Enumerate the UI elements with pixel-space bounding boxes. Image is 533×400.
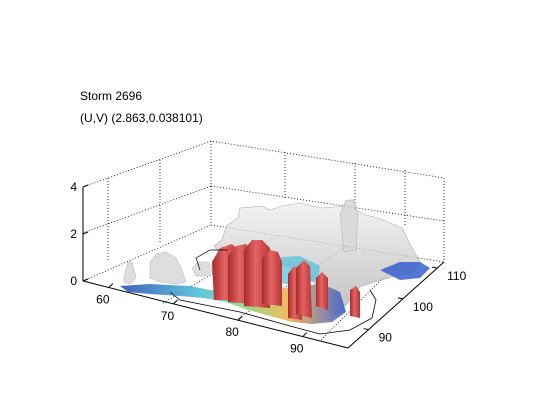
- x-tick-label: 70: [161, 309, 175, 323]
- x-tick-mark: [302, 332, 308, 337]
- x-tick-mark: [237, 315, 243, 321]
- axis-ticks: 0 2 4 60 70 80 90 90 100 110: [70, 180, 466, 356]
- scene: [82, 140, 445, 349]
- back-grid: [82, 140, 445, 262]
- coastline: [169, 289, 377, 335]
- x-tick-label: 60: [96, 293, 110, 307]
- z-tick-mark: [82, 231, 89, 235]
- z-tick-mark: [82, 184, 89, 188]
- x-tick-label: 90: [290, 342, 304, 356]
- y-tick-mark: [363, 328, 369, 331]
- x-tick-mark: [173, 299, 178, 305]
- y-tick-label: 100: [413, 300, 433, 314]
- gray-isosurface: [123, 199, 421, 317]
- y-tick-mark: [397, 297, 403, 300]
- y-tick-label: 90: [379, 331, 393, 345]
- z-tick-label: 2: [70, 227, 77, 241]
- x-tick-label: 80: [225, 325, 239, 339]
- z-tick-mark: [82, 278, 89, 282]
- chart-title-line-1: Storm 2696: [80, 89, 143, 103]
- y-tick-mark: [432, 266, 438, 269]
- chart-title-line-2: (U,V) (2.863,0.038101): [80, 111, 203, 125]
- z-tick-label: 0: [70, 274, 77, 288]
- z-tick-label: 4: [70, 180, 77, 194]
- x-tick-mark: [108, 283, 114, 288]
- storm-cores: [212, 240, 360, 320]
- coastline-inner: [195, 249, 228, 271]
- y-tick-label: 110: [447, 269, 466, 283]
